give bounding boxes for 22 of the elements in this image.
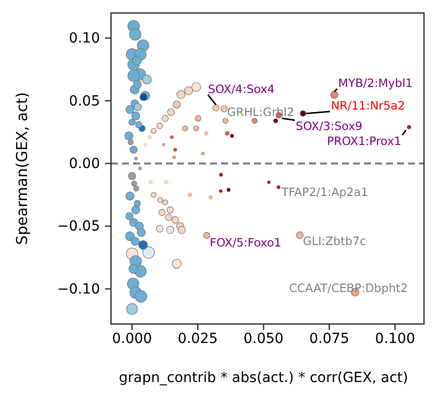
x-tick-label: 0.075 [309, 330, 350, 347]
y-tick-label: 0.00 [68, 156, 100, 172]
x-axis-title: grapn_contrib * abs(act.) * corr(GEX, act) [118, 370, 408, 386]
annotation: MYB/2:Mybl1 [338, 76, 413, 90]
x-tick-label: 0.025 [178, 330, 218, 347]
annotation: CCAAT/CEBP:Dbpht2 [289, 281, 408, 296]
annotation: FOX/5:Foxo1 [210, 235, 282, 250]
x-tick-label: 0.050 [244, 330, 284, 347]
y-axis-title: Spearman(GEX, act) [13, 92, 31, 245]
annotation: SOX/4:Sox4 [208, 82, 275, 96]
x-tick-label: 0.000 [112, 330, 152, 347]
annotation: GRHL:Grhl2 [227, 104, 294, 119]
y-tick-label: 0.10 [68, 30, 100, 47]
annotation: NR/11:Nr5a2 [331, 98, 406, 112]
x-tick-label: 0.100 [375, 330, 416, 347]
y-tick-label: 0.05 [68, 93, 100, 110]
annotation: TFAP2/1:Ap2a1 [280, 185, 368, 200]
y-tick-label: −0.05 [57, 218, 100, 235]
annotation: SOX/3:Sox9 [296, 119, 362, 134]
y-tick-label: −0.10 [57, 281, 100, 298]
annotation: PROX1:Prox1 [327, 134, 402, 148]
annotation: GLI:Zbtb7c [302, 234, 366, 248]
